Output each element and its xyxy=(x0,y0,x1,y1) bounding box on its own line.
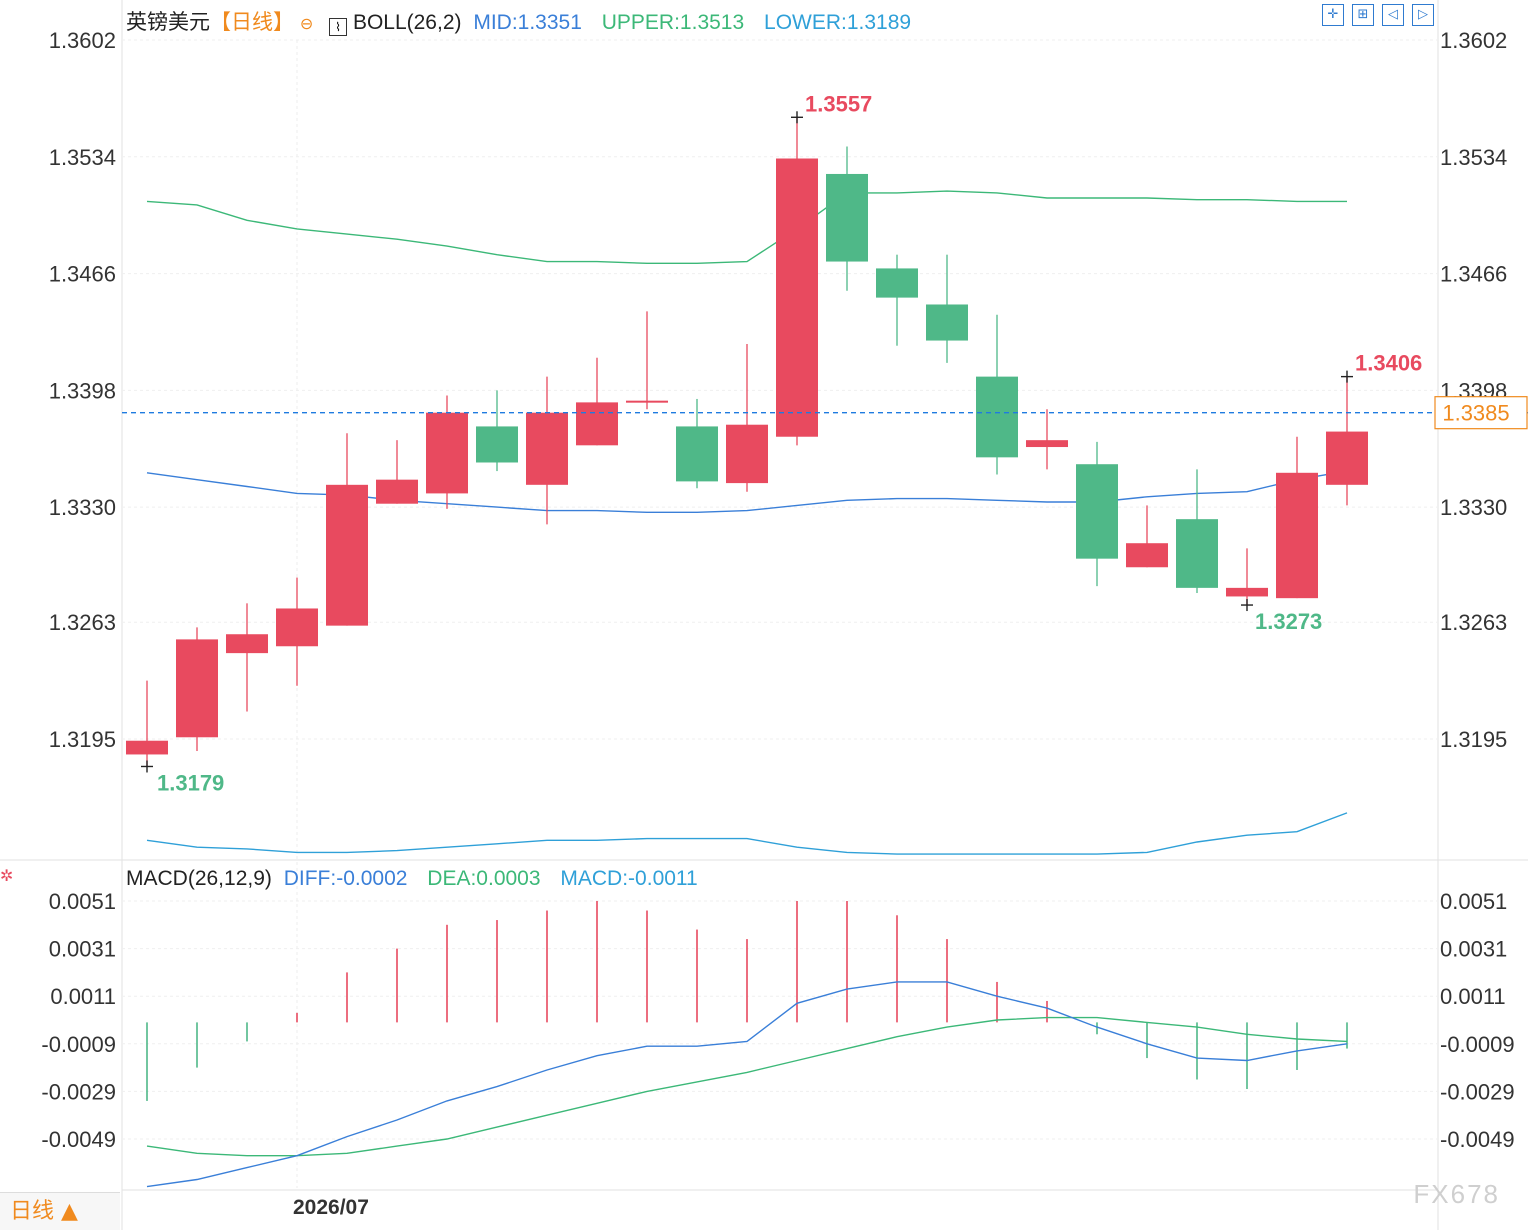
candle-body xyxy=(1126,543,1168,568)
macd-diff-value: DIFF:-0.0002 xyxy=(283,867,408,890)
macd-tick-label: -0.0009 xyxy=(1440,1032,1515,1057)
x-axis: 2026/07 xyxy=(293,1196,369,1219)
candle-body xyxy=(726,424,768,484)
price-axis-left: 1.3602 1.3534 1.3466 1.3398 1.3330 1.3263 1.31… xyxy=(49,28,116,752)
candle-body xyxy=(426,412,468,494)
diff-line xyxy=(146,981,1348,1188)
boll-indicator-label[interactable]: BOLL(26,2) xyxy=(352,11,462,34)
price-tick-label: 1.3602 xyxy=(49,28,116,53)
boll-lower-value: LOWER:1.3189 xyxy=(764,11,912,34)
candle-body xyxy=(1326,431,1368,485)
macd-axis-left: 0.0051 0.0031 0.0011 -0.0009 -0.0029 -0.0049 xyxy=(41,889,116,1152)
macd-lines xyxy=(146,981,1348,1188)
candle-body xyxy=(526,412,568,485)
macd-axis-right: 0.0051 0.0031 0.0011 -0.0009 -0.0029 -0.0049 xyxy=(1440,889,1515,1152)
candle-body xyxy=(1176,519,1218,588)
macd-header: MACD(26,12,9) DIFF:-0.0002 DEA:0.0003 MA… xyxy=(126,867,698,891)
macd-histogram xyxy=(146,901,1348,1101)
current-price-label: 1.3385 xyxy=(1442,401,1509,426)
price-tick-label: 1.3466 xyxy=(49,262,116,287)
candle-body xyxy=(876,268,918,298)
macd-tick-label: 0.0011 xyxy=(50,984,116,1009)
macd-tick-label: 0.0011 xyxy=(1440,984,1506,1009)
candle-body xyxy=(1026,440,1068,448)
zoom-in-icon[interactable]: ⊞ xyxy=(1352,4,1374,26)
scroll-right-icon[interactable]: ▷ xyxy=(1412,4,1434,26)
period-selector-button[interactable]: 日线 ▲ xyxy=(0,1192,120,1230)
price-tick-label: 1.3602 xyxy=(1440,28,1507,53)
macd-tick-label: 0.0031 xyxy=(49,937,116,962)
candle-body xyxy=(576,402,618,446)
boll-upper-line xyxy=(146,190,1347,264)
candle-body xyxy=(226,634,268,654)
extreme-price-label: 1.3273 xyxy=(1255,609,1322,634)
price-tick-label: 1.3330 xyxy=(49,495,116,520)
watermark: FX678 xyxy=(1413,1179,1500,1209)
macd-value: MACD:-0.0011 xyxy=(560,867,698,890)
macd-dea-value: DEA:0.0003 xyxy=(427,867,541,890)
boll-upper-value: UPPER:1.3513 xyxy=(601,11,745,34)
dea-line xyxy=(146,1016,1348,1157)
price-tick-label: 1.3534 xyxy=(49,145,116,170)
candle-body xyxy=(1276,472,1318,599)
candle-body xyxy=(926,304,968,341)
price-tick-label: 1.3534 xyxy=(1440,145,1507,170)
macd-tick-label: -0.0049 xyxy=(41,1127,116,1152)
price-axis-right: 1.36021.35341.34661.33981.33301.32631.31… xyxy=(1440,28,1507,752)
chart-toolbar: ✛ ⊞ ◁ ▷ xyxy=(1322,4,1434,26)
indicator-icon[interactable]: ⌇ xyxy=(329,18,348,36)
macd-tick-label: 0.0051 xyxy=(1440,889,1507,914)
compare-icon[interactable]: ⊖ xyxy=(299,14,314,33)
macd-indicator-label[interactable]: MACD(26,12,9) xyxy=(126,867,272,890)
symbol-name: 英镑美元 xyxy=(126,11,210,34)
candle-body xyxy=(476,426,518,463)
extreme-price-label: 1.3557 xyxy=(805,91,872,116)
extreme-price-label: 1.3179 xyxy=(157,770,224,795)
price-tick-label: 1.3398 xyxy=(49,378,116,403)
boll-lower-line xyxy=(146,812,1348,855)
candle-body xyxy=(676,426,718,482)
price-annotations: 1.3385 1.3557 1.3406 1.3179 1.3273 xyxy=(122,91,1528,795)
candle-body xyxy=(326,484,368,626)
crosshair-icon[interactable]: ✛ xyxy=(1322,4,1344,26)
extreme-price-label: 1.3406 xyxy=(1355,351,1422,376)
chart-header: 英镑美元【日线】 ⊖ ⌇ BOLL(26,2) MID:1.3351 UPPER… xyxy=(126,6,911,36)
candle-body xyxy=(126,740,168,755)
settings-icon[interactable]: ✲ xyxy=(0,868,14,885)
candle-body xyxy=(776,158,818,437)
price-tick-label: 1.3330 xyxy=(1440,495,1507,520)
boll-mid-value: MID:1.3351 xyxy=(473,11,582,34)
candle-body xyxy=(176,639,218,738)
macd-tick-label: -0.0029 xyxy=(41,1079,116,1104)
macd-tick-label: -0.0049 xyxy=(1440,1127,1515,1152)
candle-body xyxy=(626,400,668,403)
candle-body xyxy=(376,479,418,504)
candle-body xyxy=(1226,587,1268,597)
candles xyxy=(126,117,1368,767)
price-tick-label: 1.3263 xyxy=(1440,610,1507,635)
candle-body xyxy=(976,376,1018,458)
macd-tick-label: -0.0009 xyxy=(41,1032,116,1057)
price-tick-label: 1.3195 xyxy=(49,727,116,752)
current-price-box xyxy=(1434,396,1528,430)
candle-body xyxy=(826,173,868,262)
candle-body xyxy=(1076,464,1118,559)
price-tick-label: 1.3466 xyxy=(1440,262,1507,287)
scroll-left-icon[interactable]: ◁ xyxy=(1382,4,1404,26)
price-tick-label: 1.3195 xyxy=(1440,727,1507,752)
macd-tick-label: -0.0029 xyxy=(1440,1079,1515,1104)
price-tick-label: 1.3263 xyxy=(49,610,116,635)
x-tick-label: 2026/07 xyxy=(293,1196,369,1219)
macd-tick-label: 0.0051 xyxy=(49,889,116,914)
period-tag[interactable]: 【日线】 xyxy=(210,11,294,34)
macd-tick-label: 0.0031 xyxy=(1440,937,1507,962)
candle-body xyxy=(276,608,318,647)
